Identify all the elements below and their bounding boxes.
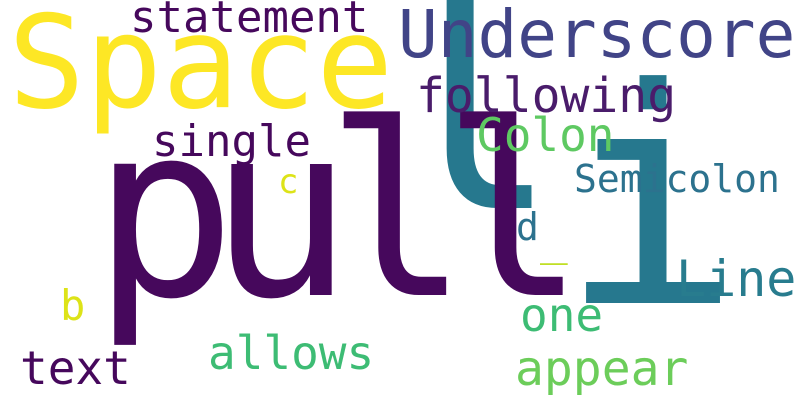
word-semicolon: Semicolon (574, 157, 780, 201)
word-one: one (520, 288, 604, 342)
word-text: text (20, 341, 131, 395)
word-single: single (152, 116, 311, 167)
word-allows: allows (208, 326, 375, 380)
word-underscore-char: _ (540, 211, 568, 265)
word-colon: Colon (476, 108, 615, 162)
word-pull: pull (92, 72, 586, 352)
word-following: following (416, 68, 677, 124)
word-i: i (560, 25, 741, 374)
word-space: Space (8, 0, 394, 138)
word-l: l (380, 0, 561, 279)
word-b: b (60, 281, 86, 330)
word-statement: statement (130, 0, 369, 43)
word-underscore: Underscore (398, 0, 796, 73)
word-c: c (278, 162, 299, 202)
word-d: d (516, 205, 539, 249)
word-appear: appear (515, 341, 689, 397)
word-line: Line (676, 250, 797, 308)
